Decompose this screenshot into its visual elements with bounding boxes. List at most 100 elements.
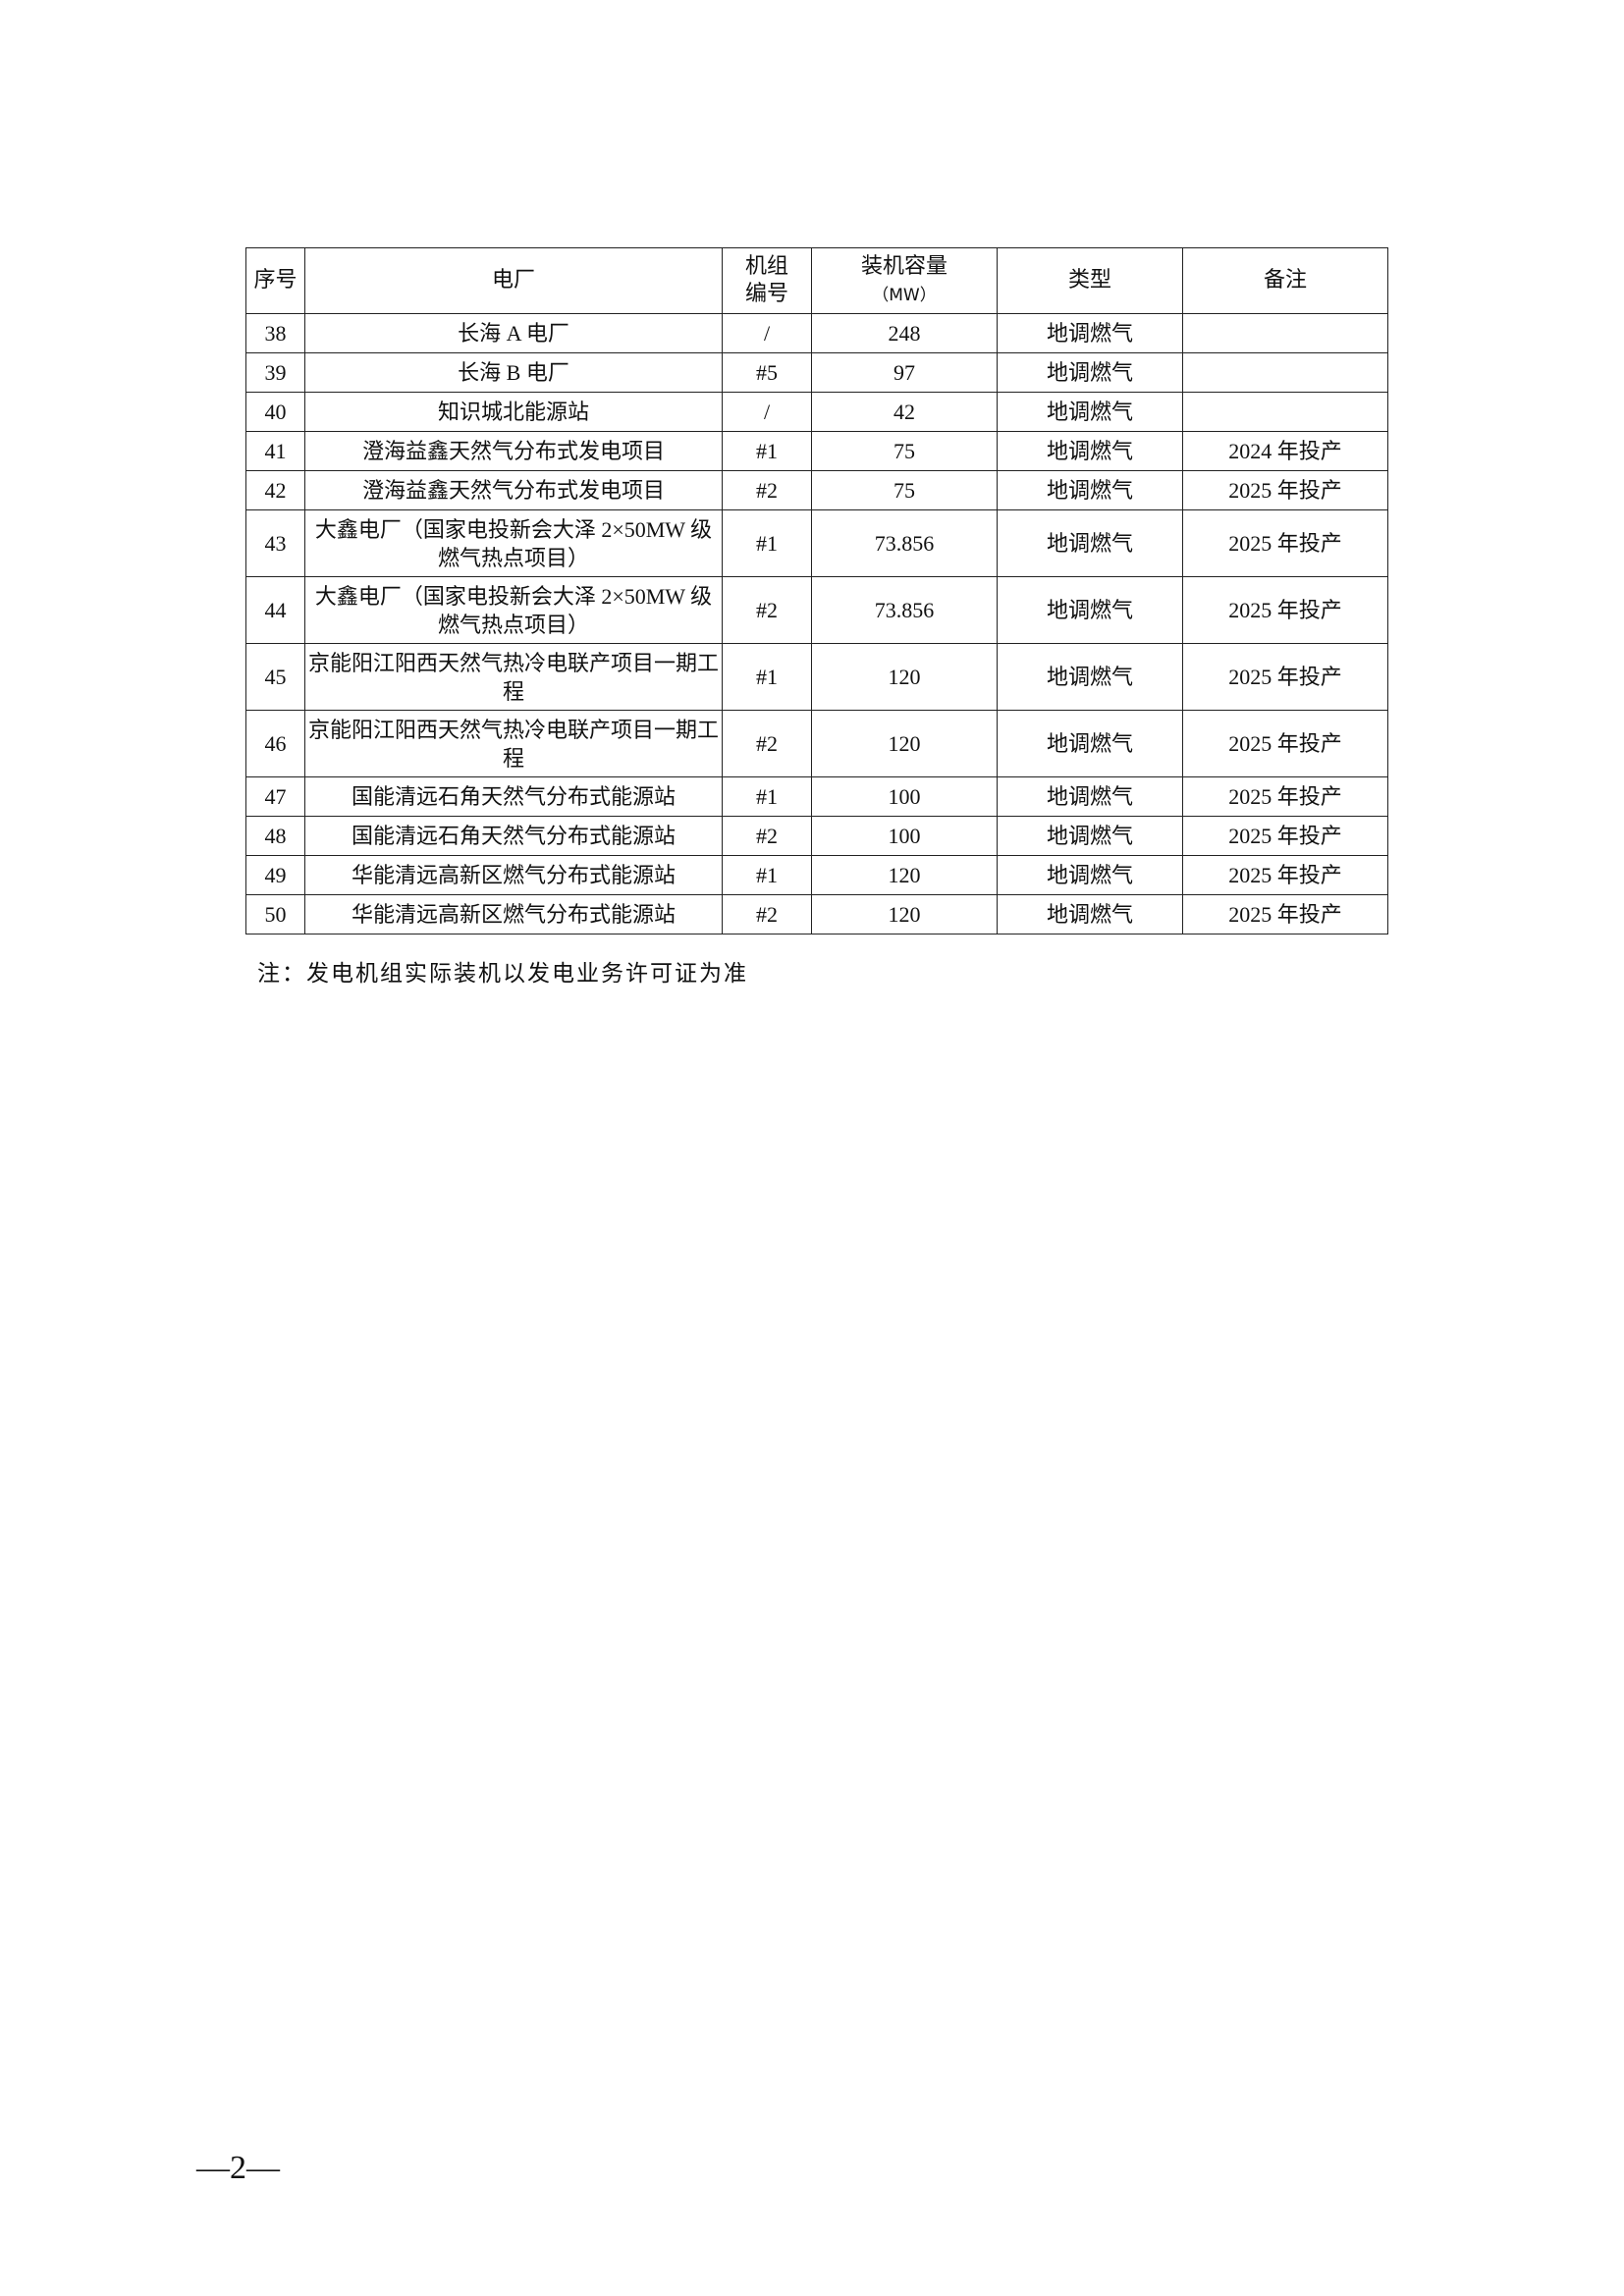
cell-unit: #1 [722, 776, 812, 817]
cell-no: 50 [245, 894, 305, 934]
header-plant: 电厂 [304, 247, 723, 314]
cell-remark: 2025 年投产 [1182, 576, 1388, 644]
cell-no: 41 [245, 431, 305, 471]
power-plant-table: 序号 电厂 机组 编号 装机容量 （MW） 类型 备注 38 长海 A 电厂/248 地… [245, 247, 1388, 934]
cell-unit: / [722, 313, 812, 353]
cell-type: 地调燃气 [997, 855, 1183, 895]
cell-plant: 大鑫电厂（国家电投新会大泽 2×50MW 级燃气热点项目） [304, 576, 723, 644]
cell-type: 地调燃气 [997, 431, 1183, 471]
cell-type: 地调燃气 [997, 509, 1183, 577]
cell-unit: #1 [722, 509, 812, 577]
cell-remark: 2025 年投产 [1182, 509, 1388, 577]
cell-remark: 2025 年投产 [1182, 470, 1388, 510]
cell-capacity: 42 [811, 392, 998, 432]
cell-type: 地调燃气 [997, 470, 1183, 510]
cell-capacity: 73.856 [811, 576, 998, 644]
cell-type: 地调燃气 [997, 710, 1183, 777]
cell-plant: 长海 B 电厂 [304, 352, 723, 393]
cell-plant: 澄海益鑫天然气分布式发电项目 [304, 431, 723, 471]
table-row: 43 大鑫电厂（国家电投新会大泽 2×50MW 级燃气热点项目） #1 73.856 地… [245, 509, 1388, 577]
cell-remark [1182, 392, 1388, 432]
table-row: 49 华能清远高新区燃气分布式能源站 #1 120 地调燃气 2025 年投产 [245, 855, 1388, 895]
cell-capacity: 73.856 [811, 509, 998, 577]
table-row: 39 长海 B 电厂 #5 97 地调燃气 [245, 352, 1388, 393]
cell-capacity: 120 [811, 643, 998, 711]
table-row: 44 大鑫电厂（国家电投新会大泽 2×50MW 级燃气热点项目） #2 73.856 地… [245, 576, 1388, 644]
table-row: 47 国能清远石角天然气分布式能源站 #1 100 地调燃气 2025 年投产 [245, 776, 1388, 817]
cell-remark: 2025 年投产 [1182, 776, 1388, 817]
cell-plant: 国能清远石角天然气分布式能源站 [304, 776, 723, 817]
table-row: 42 澄海益鑫天然气分布式发电项目 #2 75 地调燃气 2025 年投产 [245, 470, 1388, 510]
table-row: 38 长海 A 电厂/248 地调燃气 [245, 313, 1388, 353]
cell-remark [1182, 352, 1388, 393]
cell-plant: 京能阳江阳西天然气热冷电联产项目一期工程 [304, 710, 723, 777]
cell-type: 地调燃气 [997, 313, 1183, 353]
header-type: 类型 [997, 247, 1183, 314]
cell-type: 地调燃气 [997, 352, 1183, 393]
cell-capacity: 120 [811, 894, 998, 934]
cell-capacity: 120 [811, 855, 998, 895]
cell-unit: #2 [722, 710, 812, 777]
cell-plant: 京能阳江阳西天然气热冷电联产项目一期工程 [304, 643, 723, 711]
table-row: 41 澄海益鑫天然气分布式发电项目 #1 75 地调燃气 2024 年投产 [245, 431, 1388, 471]
cell-remark: 2024 年投产 [1182, 431, 1388, 471]
cell-plant: 长海 A 电厂 [304, 313, 723, 353]
cell-unit: / [722, 392, 812, 432]
cell-no: 38 [245, 313, 305, 353]
cell-plant: 华能清远高新区燃气分布式能源站 [304, 855, 723, 895]
header-remark: 备注 [1182, 247, 1388, 314]
cell-capacity: 97 [811, 352, 998, 393]
table-header-row: 序号 电厂 机组 编号 装机容量 （MW） 类型 备注 [245, 247, 1388, 314]
cell-remark: 2025 年投产 [1182, 855, 1388, 895]
cell-no: 43 [245, 509, 305, 577]
cell-plant: 华能清远高新区燃气分布式能源站 [304, 894, 723, 934]
cell-remark: 2025 年投产 [1182, 816, 1388, 856]
table-note: 注：发电机组实际装机以发电业务许可证为准 [257, 961, 748, 986]
cell-type: 地调燃气 [997, 643, 1183, 711]
cell-capacity: 75 [811, 470, 998, 510]
cell-no: 45 [245, 643, 305, 711]
cell-no: 47 [245, 776, 305, 817]
cell-plant: 澄海益鑫天然气分布式发电项目 [304, 470, 723, 510]
cell-plant: 大鑫电厂（国家电投新会大泽 2×50MW 级燃气热点项目） [304, 509, 723, 577]
cell-plant: 知识城北能源站 [304, 392, 723, 432]
cell-type: 地调燃气 [997, 894, 1183, 934]
table-row: 50 华能清远高新区燃气分布式能源站 #2 120 地调燃气 2025 年投产 [245, 894, 1388, 934]
cell-no: 46 [245, 710, 305, 777]
header-unit: 机组 编号 [722, 247, 812, 314]
cell-unit: #1 [722, 431, 812, 471]
cell-no: 40 [245, 392, 305, 432]
cell-capacity: 248 [811, 313, 998, 353]
cell-unit: #2 [722, 816, 812, 856]
page-number: —2— [196, 2150, 280, 2186]
cell-no: 42 [245, 470, 305, 510]
cell-no: 48 [245, 816, 305, 856]
cell-type: 地调燃气 [997, 816, 1183, 856]
header-no: 序号 [245, 247, 305, 314]
cell-unit: #2 [722, 470, 812, 510]
table-row: 48 国能清远石角天然气分布式能源站 #2 100 地调燃气 2025 年投产 [245, 816, 1388, 856]
cell-unit: #2 [722, 576, 812, 644]
cell-no: 39 [245, 352, 305, 393]
header-capacity: 装机容量 （MW） [811, 247, 998, 314]
cell-capacity: 120 [811, 710, 998, 777]
cell-type: 地调燃气 [997, 392, 1183, 432]
cell-capacity: 100 [811, 776, 998, 817]
table-row: 40 知识城北能源站/42 地调燃气 [245, 392, 1388, 432]
cell-unit: #2 [722, 894, 812, 934]
cell-unit: #5 [722, 352, 812, 393]
cell-remark: 2025 年投产 [1182, 894, 1388, 934]
cell-type: 地调燃气 [997, 576, 1183, 644]
cell-remark: 2025 年投产 [1182, 643, 1388, 711]
cell-remark: 2025 年投产 [1182, 710, 1388, 777]
cell-no: 49 [245, 855, 305, 895]
cell-unit: #1 [722, 643, 812, 711]
cell-capacity: 100 [811, 816, 998, 856]
cell-plant: 国能清远石角天然气分布式能源站 [304, 816, 723, 856]
table-row: 45 京能阳江阳西天然气热冷电联产项目一期工程 #1 120 地调燃气 2025 年投产 [245, 643, 1388, 711]
cell-unit: #1 [722, 855, 812, 895]
cell-remark [1182, 313, 1388, 353]
cell-type: 地调燃气 [997, 776, 1183, 817]
cell-capacity: 75 [811, 431, 998, 471]
table-row: 46 京能阳江阳西天然气热冷电联产项目一期工程 #2 120 地调燃气 2025 年投产 [245, 710, 1388, 777]
